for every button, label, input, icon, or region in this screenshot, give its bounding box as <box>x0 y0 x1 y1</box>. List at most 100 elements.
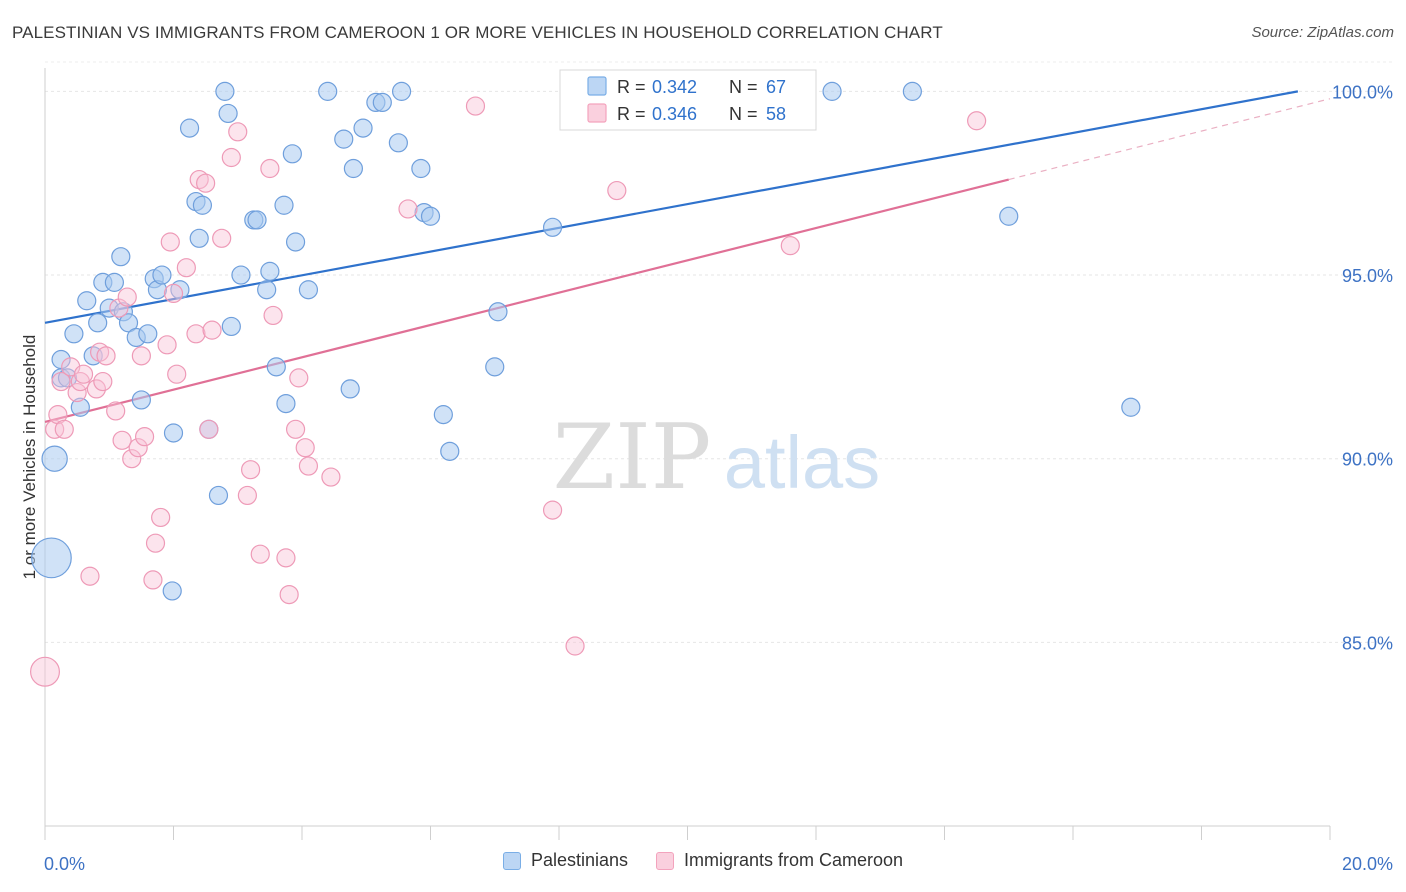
cameroon-point-11 <box>90 342 110 362</box>
cameroon-point-18 <box>122 449 142 469</box>
palestinians-point-58 <box>440 441 460 461</box>
cameroon-point-54 <box>607 180 627 201</box>
trend-line-palestinians <box>44 90 1299 324</box>
palestinians-point-56 <box>420 206 441 226</box>
legend-n-label-1: N = <box>729 77 758 97</box>
x-tick-labels: 0.0% 20.0% <box>44 854 1393 874</box>
legend-item-cameroon[interactable]: Immigrants from Cameroon <box>656 850 903 871</box>
palestinians-point-31 <box>215 81 235 101</box>
palestinians-point-43 <box>285 232 306 252</box>
cameroon-point-23 <box>145 533 166 553</box>
cameroon-point-28 <box>167 364 187 384</box>
cameroon-point-52 <box>542 500 563 520</box>
palestinians-point-9 <box>88 313 108 333</box>
cameroon-point-17 <box>117 287 137 307</box>
palestinians-label: Palestinians <box>530 850 628 870</box>
palestinians-point-22 <box>162 581 182 601</box>
palestinians-point-59 <box>485 357 505 377</box>
cameroon-point-9 <box>80 566 100 586</box>
palestinians-point-57 <box>433 405 453 425</box>
palestinians-point-47 <box>340 379 360 399</box>
watermark: ZIP atlas <box>553 405 880 510</box>
cameroon-point-24 <box>151 507 171 528</box>
trend-line-cameroon <box>44 178 1010 424</box>
cameroon-label: Immigrants from Cameroon <box>684 850 904 870</box>
cameroon-point-38 <box>237 485 257 506</box>
palestinians-point-36 <box>247 210 267 230</box>
cameroon-point-1 <box>45 419 65 439</box>
gridlines <box>45 61 1395 643</box>
legend-swatch-palestinians <box>587 76 607 96</box>
palestinians-swatch <box>502 851 521 870</box>
data-points <box>30 81 1141 687</box>
cameroon-point-13 <box>96 346 116 366</box>
cameroon-point-50 <box>398 199 418 219</box>
trend-lines <box>44 90 1331 424</box>
cameroon-point-36 <box>221 147 241 168</box>
cameroon-point-4 <box>54 419 74 439</box>
cameroon-point-41 <box>260 158 280 179</box>
cameroon-point-6 <box>67 382 87 403</box>
cameroon-point-51 <box>465 96 486 116</box>
cameroon-point-31 <box>189 169 209 190</box>
palestinians-point-13 <box>111 247 131 267</box>
x-tick-label-1: 20.0% <box>1342 854 1393 874</box>
legend-n-value-2: 58 <box>766 104 786 124</box>
cameroon-point-26 <box>160 232 180 252</box>
watermark-atlas: atlas <box>724 421 880 504</box>
cameroon-point-32 <box>196 173 216 193</box>
y-tick-label-3: 100.0% <box>1332 82 1393 102</box>
palestinians-point-40 <box>274 195 294 215</box>
source-label: Source: ZipAtlas.com <box>1251 24 1394 41</box>
palestinians-point-4 <box>57 368 78 388</box>
chart-title: PALESTINIAN VS IMMIGRANTS FROM CAMEROON … <box>12 23 943 42</box>
cameroon-point-14 <box>106 401 126 421</box>
legend-r-value-1: 0.342 <box>652 77 697 97</box>
palestinians-point-32 <box>218 103 238 124</box>
palestinians-point-49 <box>353 118 373 138</box>
palestinians-point-66 <box>1121 397 1141 417</box>
legend-r-label-2: R = <box>617 104 646 124</box>
legend-item-palestinians[interactable]: Palestinians <box>502 850 628 871</box>
watermark-zip: ZIP <box>553 405 712 510</box>
legend-swatch-cameroon <box>587 103 607 123</box>
palestinians-point-28 <box>192 195 213 215</box>
palestinians-point-0 <box>31 537 72 579</box>
palestinians-point-42 <box>282 144 302 164</box>
palestinians-point-17 <box>131 390 151 410</box>
palestinians-point-3 <box>51 349 71 370</box>
palestinians-point-12 <box>104 272 124 292</box>
cameroon-point-49 <box>321 467 341 487</box>
palestinians-point-44 <box>298 280 319 300</box>
palestinians-point-25 <box>179 118 200 138</box>
cameroon-point-27 <box>163 283 184 304</box>
cameroon-point-34 <box>202 320 222 340</box>
cameroon-point-30 <box>186 324 206 344</box>
palestinians-point-65 <box>999 206 1019 226</box>
y-tick-label-2: 95.0% <box>1342 266 1393 286</box>
palestinians-point-60 <box>488 302 508 322</box>
cameroon-point-39 <box>241 460 261 480</box>
y-tick-labels: 85.0% 90.0% 95.0% 100.0% <box>1332 82 1393 653</box>
x-tick-label-0: 0.0% <box>44 854 85 874</box>
axes <box>44 68 1331 840</box>
cameroon-point-47 <box>295 438 315 458</box>
cameroon-point-44 <box>279 584 299 605</box>
palestinians-point-51 <box>372 92 392 113</box>
palestinians-point-39 <box>266 357 286 377</box>
cameroon-point-43 <box>276 548 296 568</box>
palestinians-point-27 <box>189 228 209 248</box>
cameroon-point-48 <box>298 456 319 476</box>
cameroon-point-35 <box>212 228 232 248</box>
legend-box: R = 0.342 N = 67 R = 0.346 N = 58 <box>559 69 817 131</box>
cameroon-point-22 <box>143 570 163 590</box>
palestinians-point-64 <box>902 81 922 101</box>
palestinians-point-30 <box>208 485 229 506</box>
palestinians-point-45 <box>318 81 338 101</box>
y-tick-label-1: 90.0% <box>1342 450 1393 470</box>
palestinians-point-41 <box>276 393 296 414</box>
cameroon-point-19 <box>128 438 148 458</box>
legend-r-label-1: R = <box>617 77 646 97</box>
cameroon-point-0 <box>30 656 60 687</box>
